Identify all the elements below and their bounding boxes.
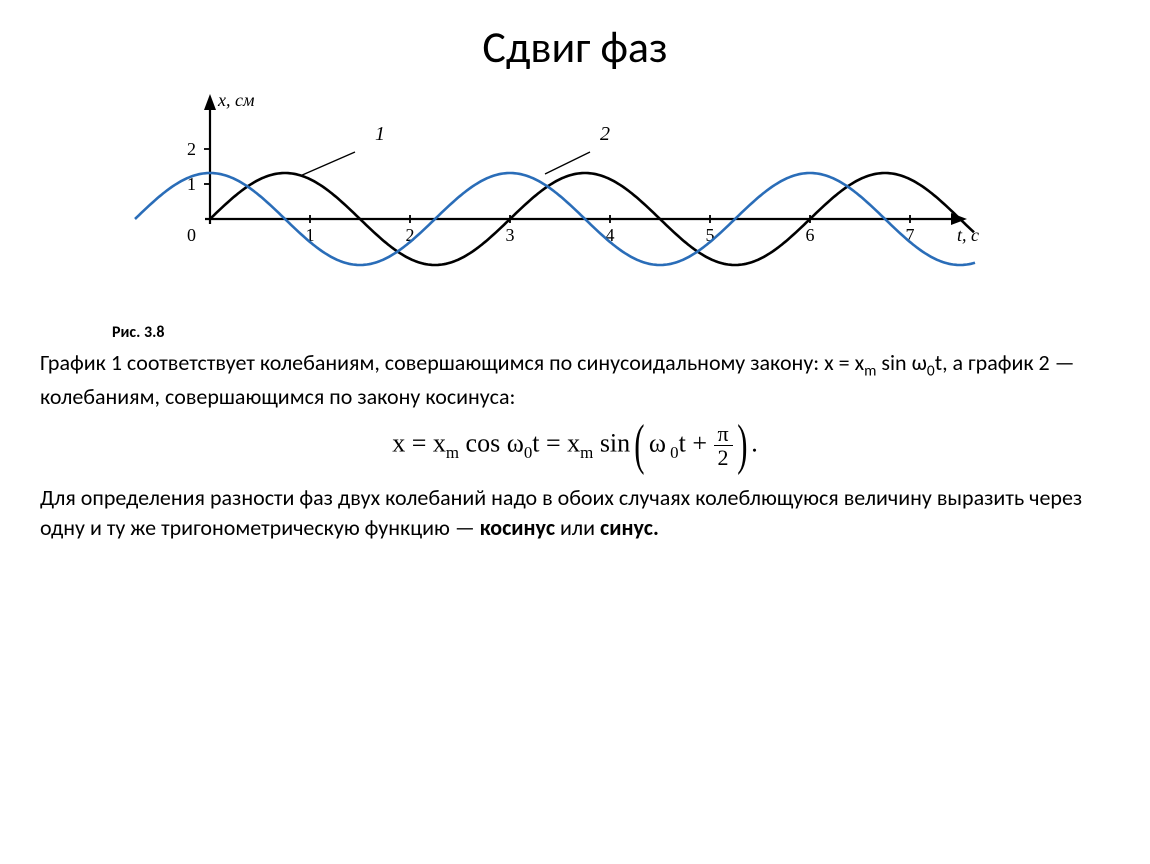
fraction: π2 <box>714 422 733 469</box>
f-b: cos ω <box>459 428 524 457</box>
curve1-label: 1 <box>375 123 385 145</box>
p1-sub-0: 0 <box>927 361 935 380</box>
page-title: Сдвиг фаз <box>40 20 1110 74</box>
f-sub-m2: m <box>580 443 593 462</box>
svg-text:2: 2 <box>187 139 196 159</box>
f-e: ω <box>649 428 666 457</box>
paragraph-1: График 1 соответствует колебаниям, совер… <box>40 348 1110 412</box>
svg-text:x, см: x, см <box>217 90 255 110</box>
p2-bold-cos: косинус <box>480 514 555 541</box>
frac-num: π <box>714 422 733 446</box>
svg-text:6: 6 <box>806 225 815 245</box>
f-d: sin <box>593 428 630 457</box>
f-sub-02: 0 <box>666 443 679 462</box>
phase-shift-chart: 1212345670x, смt, с12 <box>100 84 1000 314</box>
svg-text:0: 0 <box>187 225 196 245</box>
f-a: x = x <box>392 428 446 457</box>
f-f: t + <box>679 428 714 457</box>
p1-text-a: График 1 соответствует колебаниям, совер… <box>40 349 864 376</box>
formula: x = xm cos ω0t = xm sin(ω 0t + π2). <box>40 422 1110 469</box>
p2-text-c: или <box>555 514 600 541</box>
frac-den: 2 <box>714 446 733 469</box>
f-sub-01: 0 <box>524 443 532 462</box>
rparen-icon: ) <box>737 423 747 468</box>
lparen-icon: ( <box>634 423 644 468</box>
p1-sub-m: m <box>864 361 876 380</box>
f-c: t = x <box>532 428 580 457</box>
f-sub-m1: m <box>446 443 459 462</box>
p1-text-b: sin ω <box>876 349 926 376</box>
curve2-label: 2 <box>600 123 610 145</box>
f-g: . <box>751 428 758 457</box>
p2-bold-sin: синус. <box>600 514 659 541</box>
figure-caption: Рис. 3.8 <box>112 323 1110 342</box>
paragraph-2: Для определения разности фаз двух колеба… <box>40 483 1110 542</box>
svg-text:3: 3 <box>506 225 515 245</box>
